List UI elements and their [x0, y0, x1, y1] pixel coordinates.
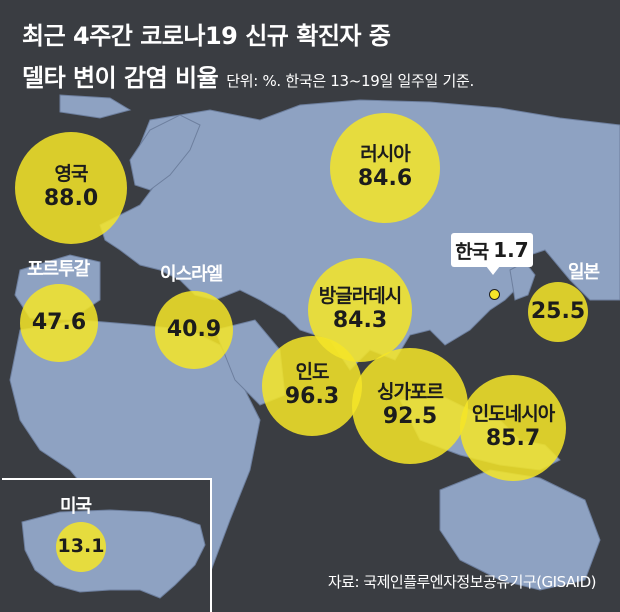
country-value: 1.7 [493, 238, 529, 262]
country-name: 영국 [54, 163, 89, 186]
bubble-japan: 25.5 [528, 282, 588, 342]
bubble-indonesia: 인도네시아 85.7 [460, 375, 566, 481]
bubble-bangladesh: 방글라데시 84.3 [308, 258, 412, 362]
label-portugal: 포르투갈 [27, 259, 90, 280]
title-line1: 최근 4주간 코로나19 신규 확진자 중 [22, 22, 391, 50]
label-israel: 이스라엘 [160, 264, 223, 285]
country-value: 92.5 [382, 404, 438, 430]
country-name: 러시아 [360, 143, 410, 166]
callout-korea: 한국 1.7 [451, 233, 533, 267]
country-value: 85.7 [485, 426, 541, 452]
country-value: 47.6 [31, 310, 87, 336]
title-line2: 델타 변이 감염 비율 단위: %. 한국은 13~19일 일주일 기준. [22, 58, 474, 93]
usa-landmass [21, 509, 206, 599]
bubble-russia: 러시아 84.6 [330, 113, 440, 223]
country-value: 96.3 [284, 384, 340, 410]
country-value: 84.3 [332, 308, 388, 334]
bubble-israel: 40.9 [155, 291, 233, 369]
bubble-portugal: 47.6 [20, 284, 98, 362]
country-name: 인도 [295, 361, 330, 384]
callout-pointer [486, 266, 500, 275]
label-usa: 미국 [60, 496, 92, 517]
bubble-usa: 13.1 [56, 522, 106, 572]
country-name: 한국 [455, 240, 489, 263]
scandinavia-landmass [129, 114, 201, 191]
arctic-landmass [59, 94, 132, 119]
bubble-uk: 영국 88.0 [15, 132, 127, 244]
country-value: 13.1 [57, 535, 105, 558]
label-japan: 일본 [568, 262, 600, 283]
unit-note: 단위: %. 한국은 13~19일 일주일 기준. [226, 72, 474, 90]
source-note: 자료: 국제인플루엔자정보공유기구(GISAID) [327, 573, 597, 591]
country-value: 88.0 [43, 186, 99, 212]
country-name: 인도네시아 [471, 403, 555, 426]
country-value: 84.6 [357, 166, 413, 192]
country-value: 40.9 [166, 317, 222, 343]
title-main: 델타 변이 감염 비율 [22, 64, 219, 92]
country-name: 싱가포르 [377, 381, 444, 404]
country-value: 25.5 [530, 299, 586, 325]
bubble-singapore: 싱가포르 92.5 [352, 348, 468, 464]
korea-marker [489, 289, 500, 300]
country-name: 방글라데시 [318, 285, 402, 308]
